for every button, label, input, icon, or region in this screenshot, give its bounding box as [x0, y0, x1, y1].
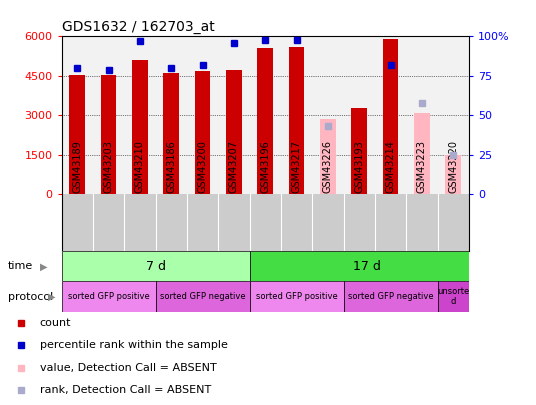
- Bar: [257, 48, 273, 194]
- Text: 7 d: 7 d: [146, 260, 166, 273]
- Bar: [406, 36, 438, 194]
- Bar: [195, 71, 211, 194]
- Bar: [320, 119, 336, 194]
- Bar: [155, 36, 187, 194]
- Bar: [375, 36, 406, 194]
- Text: time: time: [8, 261, 33, 271]
- Bar: [187, 36, 218, 194]
- FancyBboxPatch shape: [250, 251, 469, 281]
- FancyBboxPatch shape: [155, 281, 250, 312]
- Bar: [70, 75, 85, 194]
- Bar: [438, 36, 469, 194]
- FancyBboxPatch shape: [250, 281, 344, 312]
- Bar: [289, 47, 304, 194]
- Bar: [312, 36, 344, 194]
- Text: count: count: [40, 318, 71, 328]
- Bar: [163, 73, 179, 194]
- Bar: [132, 60, 148, 194]
- Text: 17 d: 17 d: [353, 260, 381, 273]
- Text: rank, Detection Call = ABSENT: rank, Detection Call = ABSENT: [40, 385, 211, 395]
- Text: unsorte
d: unsorte d: [437, 287, 470, 306]
- FancyBboxPatch shape: [344, 281, 438, 312]
- Text: protocol: protocol: [8, 292, 53, 302]
- Bar: [445, 155, 461, 194]
- Bar: [124, 36, 155, 194]
- Text: sorted GFP negative: sorted GFP negative: [160, 292, 245, 301]
- Bar: [93, 36, 124, 194]
- Text: GDS1632 / 162703_at: GDS1632 / 162703_at: [62, 20, 214, 34]
- FancyBboxPatch shape: [438, 281, 469, 312]
- Text: sorted GFP negative: sorted GFP negative: [348, 292, 434, 301]
- Text: sorted GFP positive: sorted GFP positive: [68, 292, 150, 301]
- Text: percentile rank within the sample: percentile rank within the sample: [40, 340, 228, 350]
- Bar: [250, 36, 281, 194]
- Bar: [281, 36, 312, 194]
- Text: ▶: ▶: [40, 261, 48, 271]
- Bar: [414, 113, 430, 194]
- Text: sorted GFP positive: sorted GFP positive: [256, 292, 338, 301]
- Bar: [101, 75, 116, 194]
- Bar: [344, 36, 375, 194]
- FancyBboxPatch shape: [62, 251, 250, 281]
- Bar: [62, 36, 93, 194]
- FancyBboxPatch shape: [62, 281, 155, 312]
- Bar: [383, 39, 398, 194]
- Text: ▶: ▶: [48, 292, 56, 302]
- Bar: [226, 70, 242, 194]
- Text: value, Detection Call = ABSENT: value, Detection Call = ABSENT: [40, 362, 217, 373]
- Bar: [218, 36, 250, 194]
- Bar: [352, 108, 367, 194]
